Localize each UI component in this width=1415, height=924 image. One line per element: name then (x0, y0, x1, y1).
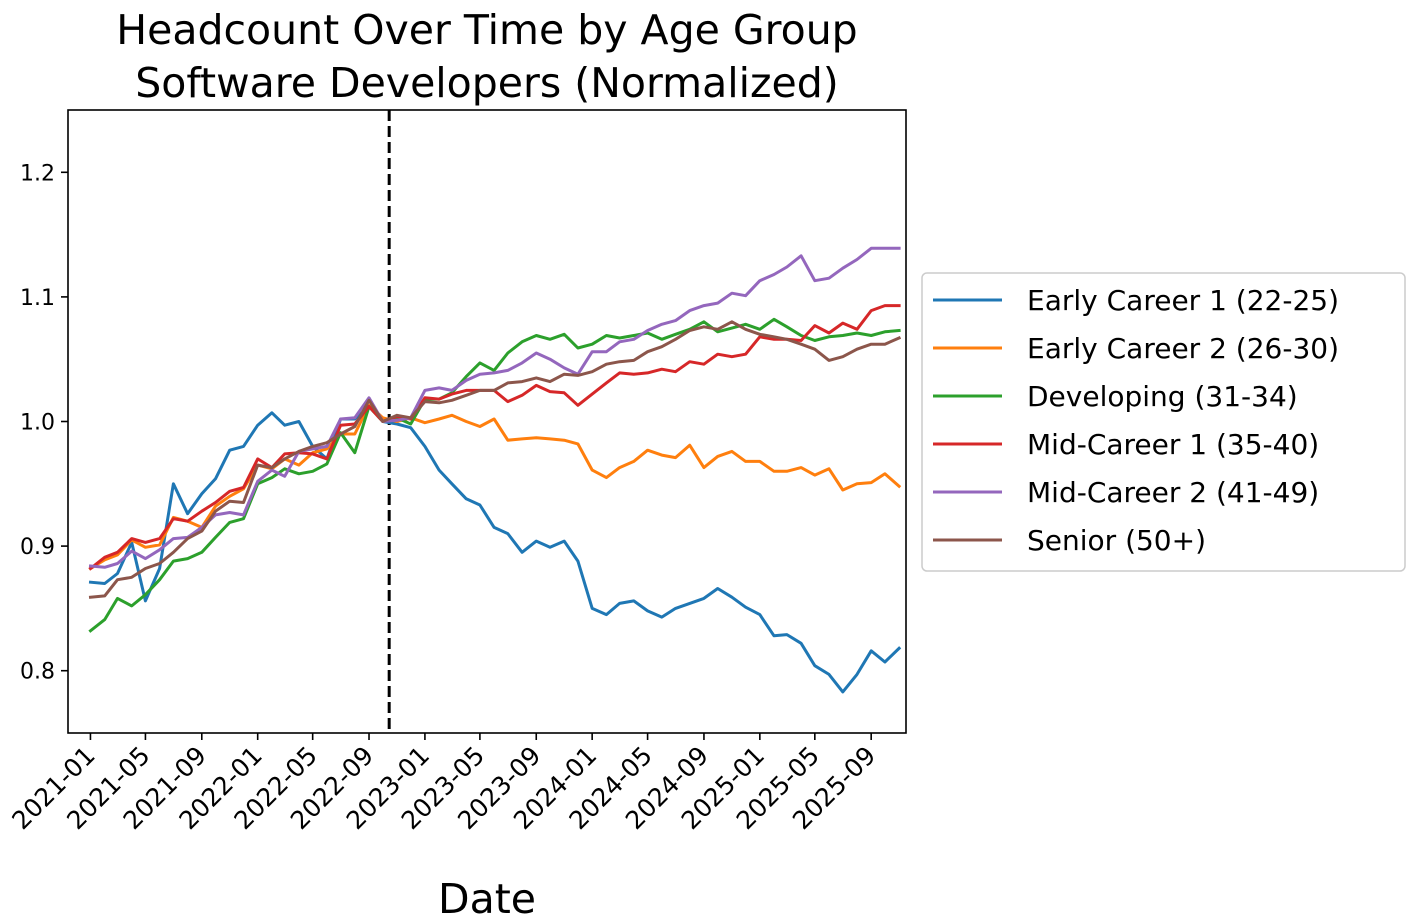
y-tick-label: 0.8 (20, 660, 55, 685)
y-tick-label: 1.1 (20, 286, 55, 311)
y-axis: 0.8 0.9 1.0 1.1 1.2 (20, 161, 68, 685)
series-group (88, 246, 902, 694)
series-line (88, 246, 901, 569)
legend-label: Mid-Career 1 (35-40) (1027, 428, 1319, 461)
chart-subtitle: Software Developers (Normalized) (135, 59, 839, 107)
legend-label: Early Career 1 (22-25) (1027, 284, 1339, 317)
legend-label: Senior (50+) (1027, 524, 1206, 557)
series-line (88, 405, 902, 694)
legend-label: Early Career 2 (26-30) (1027, 332, 1339, 365)
y-tick-label: 1.2 (20, 161, 55, 186)
y-tick-label: 1.0 (20, 411, 55, 436)
legend-label: Mid-Career 2 (41-49) (1027, 476, 1319, 509)
y-tick-label: 0.9 (20, 535, 55, 560)
chart-title: Headcount Over Time by Age Group (116, 6, 857, 54)
series-line (88, 403, 902, 571)
x-axis-label: Date (438, 875, 536, 923)
legend-frame (921, 272, 1406, 572)
series-line (88, 317, 901, 633)
series-line (88, 320, 902, 599)
legend-label: Developing (31-34) (1027, 380, 1298, 413)
legend: Early Career 1 (22-25) Early Career 2 (26… (921, 272, 1406, 572)
